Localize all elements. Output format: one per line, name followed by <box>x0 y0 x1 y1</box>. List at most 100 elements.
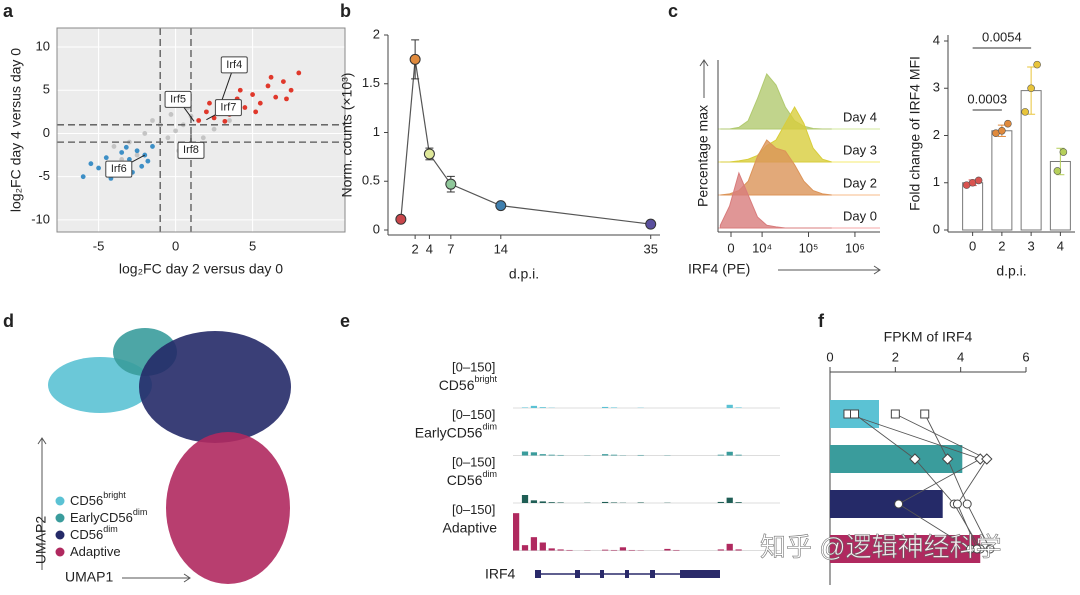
signal-bar <box>628 549 635 551</box>
data-point <box>168 112 174 117</box>
panel-label: e <box>340 311 350 331</box>
panel-label: a <box>3 1 14 21</box>
x-tick-label: 5 <box>249 238 256 253</box>
track-label-superscript: bright <box>474 374 497 384</box>
signal-bar <box>566 549 573 551</box>
panel-label: b <box>340 1 351 21</box>
signal-bar <box>637 454 644 456</box>
signal-bar <box>602 454 609 456</box>
x-tick-label: 6 <box>1022 349 1029 364</box>
signal-bar <box>548 502 555 503</box>
y-tick-label: 3 <box>933 80 940 95</box>
data-point <box>227 118 232 123</box>
data-point <box>268 74 274 80</box>
series-label: Day 2 <box>843 175 877 190</box>
cluster <box>139 331 291 443</box>
signal-bar <box>726 404 733 408</box>
annotation-label: Irf4 <box>226 59 242 71</box>
donor-line <box>847 413 982 550</box>
data-point <box>1021 108 1029 116</box>
signal-bar <box>717 549 724 551</box>
umap2-arrow <box>37 437 47 570</box>
signal-bar <box>726 543 733 551</box>
annotation-box <box>164 90 192 108</box>
data-point <box>139 163 145 169</box>
range-label: [0–150] <box>452 359 495 374</box>
data-point <box>196 118 202 123</box>
track-label: EarlyCD56dim <box>415 422 497 440</box>
legend-swatch <box>55 513 65 523</box>
data-point <box>134 148 140 154</box>
data-point <box>1059 148 1068 156</box>
y-tick-label: 0 <box>933 221 940 236</box>
signal-bar <box>530 537 538 551</box>
cluster <box>166 432 290 584</box>
signal-bar <box>539 454 546 456</box>
data-point <box>985 544 995 554</box>
legend-label-superscript: dim <box>133 507 148 517</box>
signal-bar <box>717 501 724 503</box>
signal-bar <box>539 501 546 503</box>
y-tick-label: 2 <box>933 127 940 142</box>
y-tick-label: -5 <box>38 168 50 183</box>
y-axis-label: Fold change of IRF4 MFI <box>907 56 923 211</box>
signal-bar <box>521 451 529 456</box>
signal-bar <box>602 549 609 551</box>
signal-bar <box>735 549 742 551</box>
data-point <box>296 70 302 76</box>
data-point <box>242 105 248 110</box>
series-label: Day 4 <box>843 109 877 124</box>
legend-label-main: CD56 <box>70 527 103 542</box>
signal-bar <box>726 451 733 456</box>
data-point <box>998 126 1006 135</box>
data-point <box>142 131 148 136</box>
data-point <box>1053 167 1062 175</box>
bar <box>962 182 984 231</box>
data-point <box>288 87 294 93</box>
data-point <box>253 109 259 115</box>
data-point <box>150 144 155 149</box>
data-point <box>88 161 94 167</box>
legend-label-superscript: dim <box>103 524 118 534</box>
y-axis-label: Norm. counts (×10³) <box>339 73 355 198</box>
density-area <box>720 73 832 130</box>
data-point <box>952 499 962 509</box>
signal-bar <box>521 407 529 408</box>
annotation-box <box>214 99 242 117</box>
watermark: 知乎 @逻辑神经科学 <box>760 532 1002 562</box>
data-point <box>962 499 972 509</box>
signal-bar <box>530 405 538 408</box>
data-point <box>96 165 101 171</box>
data-point <box>123 144 129 150</box>
x-tick-label: 35 <box>643 241 657 256</box>
data-point <box>257 100 263 106</box>
annotation-box <box>177 141 205 159</box>
x-tick-label: 0 <box>172 238 179 253</box>
signal-bar <box>602 501 609 503</box>
y-axis-label: log₂FC day 4 versus day 0 <box>8 48 24 212</box>
legend-swatch <box>55 547 65 557</box>
annotation-box <box>220 56 248 74</box>
data-point <box>203 109 209 115</box>
x-tick-label: 14 <box>494 241 508 256</box>
signal-bar <box>735 454 742 456</box>
series-label: Day 3 <box>843 142 877 157</box>
data-point <box>890 409 900 419</box>
x-axis-label: d.p.i. <box>996 263 1026 279</box>
data-point <box>395 213 407 225</box>
signal-bar <box>619 547 627 551</box>
x-tick-label: 10⁵ <box>799 240 819 255</box>
gene-exon <box>575 570 580 578</box>
x-tick-label: 2 <box>998 238 1005 253</box>
x-tick-label: 4 <box>957 349 964 364</box>
gene-exon <box>650 570 655 578</box>
legend-swatch <box>55 530 65 540</box>
y-tick-label: 5 <box>43 82 50 97</box>
legend-label-superscript: bright <box>103 490 126 500</box>
annotation-label: Irf7 <box>220 102 236 114</box>
signal-bar <box>610 549 618 551</box>
data-point <box>280 79 286 84</box>
signal-bar <box>548 548 555 551</box>
data-point <box>200 135 206 141</box>
